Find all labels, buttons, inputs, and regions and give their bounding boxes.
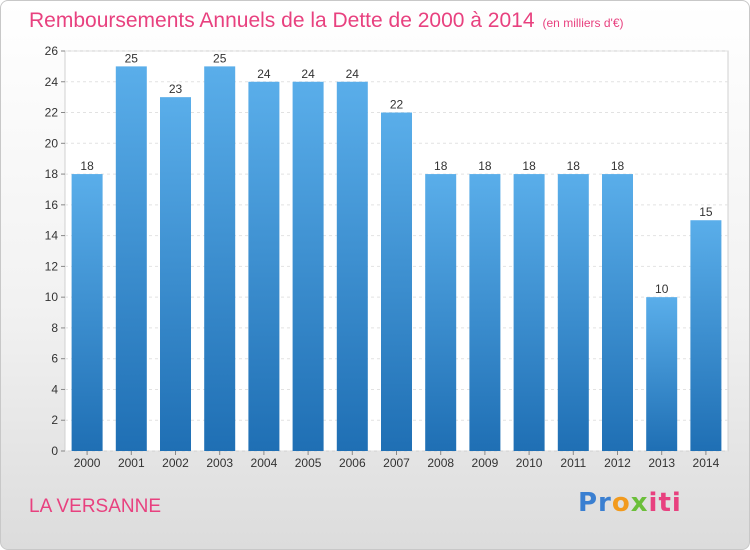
bar-2007 [381,112,412,452]
y-tick-label: 6 [51,352,58,366]
y-tick-label: 26 [45,44,59,58]
data-label-2013: 10 [655,282,669,296]
y-tick-label: 18 [45,167,59,181]
x-tick-label-2008: 2008 [427,456,454,470]
data-label-2000: 18 [80,159,94,173]
y-tick-label: 12 [45,259,59,273]
logo-part-2: o [611,488,631,518]
data-label-2011: 18 [567,159,581,173]
x-tick-label-2005: 2005 [295,456,322,470]
chart-title: Remboursements Annuels de la Dette de 20… [29,9,624,33]
x-tick-label-2013: 2013 [648,456,675,470]
bar-2002 [160,97,191,452]
y-tick-label: 10 [45,290,59,304]
bar-2014 [690,220,722,451]
data-label-2002: 23 [169,82,183,96]
data-label-2001: 25 [125,51,139,65]
y-tick-label: 14 [45,229,59,243]
x-tick-label-2011: 2011 [560,456,586,470]
x-tick-label-2007: 2007 [383,456,410,470]
data-label-2006: 24 [346,67,360,81]
x-tick-label-2001: 2001 [118,456,145,470]
data-label-2007: 22 [390,98,404,112]
y-tick-label: 16 [45,198,59,212]
x-tick-label-2010: 2010 [516,456,543,470]
y-tick-label: 2 [51,413,58,427]
chart-unit: (en milliers d'€) [542,16,624,30]
y-tick-label: 4 [51,382,58,396]
x-tick-label-2004: 2004 [251,456,278,470]
y-tick-label: 0 [51,444,58,458]
bar-2000 [71,174,103,452]
x-tick-label-2014: 2014 [693,456,720,470]
data-label-2009: 18 [478,159,492,173]
bar-2009 [469,174,501,452]
bar-2005 [292,81,324,452]
data-label-2005: 24 [301,67,315,81]
bar-2004 [248,81,280,452]
bar-2001 [115,66,147,451]
bar-2010 [513,174,545,452]
logo-part-1: Pr [578,488,612,518]
data-label-2012: 18 [611,159,625,173]
x-tick-label-2000: 2000 [74,456,101,470]
x-tick-label-2012: 2012 [604,456,631,470]
data-label-2010: 18 [522,159,536,173]
data-label-2008: 18 [434,159,448,173]
y-tick-label: 20 [45,136,59,150]
y-tick-label: 8 [51,321,58,335]
logo-part-3: x [630,488,649,518]
x-tick-label-2006: 2006 [339,456,366,470]
data-label-2004: 24 [257,67,271,81]
bar-2013 [646,297,678,451]
location-name: LA VERSANNE [29,496,161,517]
bar-2011 [557,174,589,452]
bar-2003 [204,66,236,451]
x-tick-label-2002: 2002 [162,456,189,470]
data-label-2003: 25 [213,51,227,65]
data-label-2014: 15 [699,205,713,219]
logo-part-4: iti [648,488,682,518]
bar-2012 [602,174,633,452]
x-tick-label-2003: 2003 [206,456,233,470]
y-tick-label: 22 [45,106,59,120]
x-tick-label-2009: 2009 [472,456,499,470]
proxiti-logo: Proxiti [578,488,682,518]
bar-2008 [425,174,457,452]
bar-2006 [336,81,368,452]
y-tick-label: 24 [45,75,59,89]
chart-title-text: Remboursements Annuels de la Dette de 20… [29,9,535,32]
